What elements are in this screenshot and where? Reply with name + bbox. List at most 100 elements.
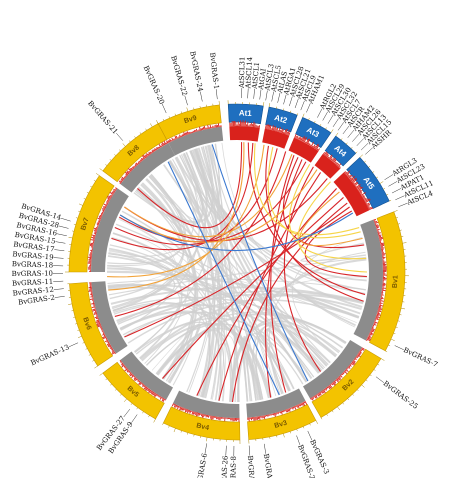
gene-density-bar [380, 300, 384, 302]
scale-tick [139, 132, 142, 135]
gene-density-bar [377, 310, 382, 313]
gene-density-bar [202, 126, 205, 130]
gene-density-bar [111, 348, 114, 351]
gene-density-bar [368, 206, 372, 210]
synteny-ribbon [109, 178, 185, 300]
gene-density-bar [287, 408, 290, 412]
gene-label-leader [116, 132, 124, 141]
gene-density-bar [93, 232, 97, 235]
gene-density-bar [100, 328, 103, 330]
scale-tick [105, 378, 108, 381]
gene-density-bar [115, 188, 117, 191]
gene-density-bar [375, 224, 379, 227]
gene-label-leader [53, 257, 64, 259]
synteny-ribbon [209, 144, 331, 363]
gene-label: BvGRAS-24 [188, 50, 204, 93]
gene-density-bar [360, 348, 365, 351]
gene-density-bar [92, 309, 97, 312]
gene-density-bar [118, 180, 122, 184]
gene-density-bar [121, 176, 125, 180]
gene-label-leader [60, 217, 71, 222]
gene-density-bar [174, 135, 177, 140]
scale-tick [356, 389, 359, 392]
gene-density-bar [125, 175, 127, 177]
gene-density-bar [322, 151, 326, 155]
link-red-gene-link [270, 154, 295, 393]
gene-density-bar [98, 220, 101, 222]
gene-density-bar [181, 134, 184, 137]
gene-density-bar [135, 378, 138, 382]
gene-density-bar [139, 159, 142, 163]
scale-tick [296, 428, 298, 432]
gene-density-bar [317, 393, 320, 397]
gene-density-bar [289, 407, 292, 410]
scale-tick [395, 217, 399, 219]
gene-density-bar [164, 399, 167, 401]
link-red-gene-link [111, 142, 254, 251]
gene-density-bar [371, 326, 374, 329]
synteny-ribbon [146, 155, 203, 221]
gene-density-bar [352, 359, 356, 363]
gene-density-bar [160, 145, 163, 148]
gene-density-bar [373, 322, 376, 325]
gene-density-bar [187, 409, 190, 414]
density-track [288, 137, 319, 163]
scale-tick [319, 124, 322, 127]
gene-density-bar [296, 405, 298, 408]
gene-density-bar [129, 168, 133, 171]
gene-density-bar [161, 398, 165, 402]
scale-tick [342, 402, 345, 405]
gene-density-bar [276, 127, 279, 132]
gene-density-bar [209, 124, 212, 129]
scale-tick [82, 342, 85, 344]
gene-label-leader [204, 443, 208, 454]
link-red-gene-link [231, 202, 348, 402]
gene-label: BvGRAS-18 [12, 260, 54, 269]
gene-density-bar [347, 174, 351, 178]
chromosome-band [247, 404, 317, 440]
chromosome-bv7: Bv7 [65, 173, 129, 273]
gene-density-bar [278, 127, 281, 133]
chromosome-band [69, 282, 114, 367]
gene-density-bar [163, 140, 167, 145]
link-red-gene-link [196, 188, 337, 396]
gene-density-bar [100, 213, 103, 216]
gene-label-leader [248, 445, 251, 456]
gene-density-bar [125, 367, 127, 370]
scale-tick [206, 437, 208, 442]
gene-density-bar [148, 151, 151, 155]
scale-tick [380, 358, 385, 361]
gene-density-bar [301, 402, 304, 406]
gene-density-bar [361, 194, 364, 197]
chromosome-label: Bv4 [196, 422, 210, 432]
scale-tick [395, 326, 398, 328]
gene-density-bar [354, 182, 359, 186]
gene-density-bar [125, 173, 128, 176]
gene-density-bar [300, 137, 303, 141]
link-orange-gene-link [107, 144, 265, 278]
scale-tick [174, 113, 176, 116]
gene-density-bar [374, 321, 378, 324]
scale-tick [90, 185, 93, 188]
scale-tick [93, 180, 96, 182]
gene-density-bar [274, 125, 277, 132]
gene-label: BvGRAS-20 [142, 65, 166, 106]
gene-density-bar [349, 177, 352, 180]
gene-density-bar [303, 137, 308, 143]
gene-density-bar [343, 171, 346, 174]
gene-density-bar [367, 206, 370, 209]
scale-tick [352, 393, 354, 396]
gene-density-bar [102, 335, 107, 339]
gene-density-bar [104, 205, 107, 208]
gene-density-bar [165, 142, 168, 145]
gene-density-bar [377, 232, 381, 234]
gene-density-bar [151, 150, 154, 153]
gene-density-bar [313, 145, 316, 149]
gene-density-bar [285, 128, 288, 135]
gene-density-bar [128, 168, 132, 172]
gene-density-bar [189, 410, 192, 414]
gene-density-bar [120, 178, 124, 182]
gene-density-bar [133, 377, 137, 381]
gene-density-bar [188, 131, 190, 135]
gene-density-bar [205, 414, 207, 418]
